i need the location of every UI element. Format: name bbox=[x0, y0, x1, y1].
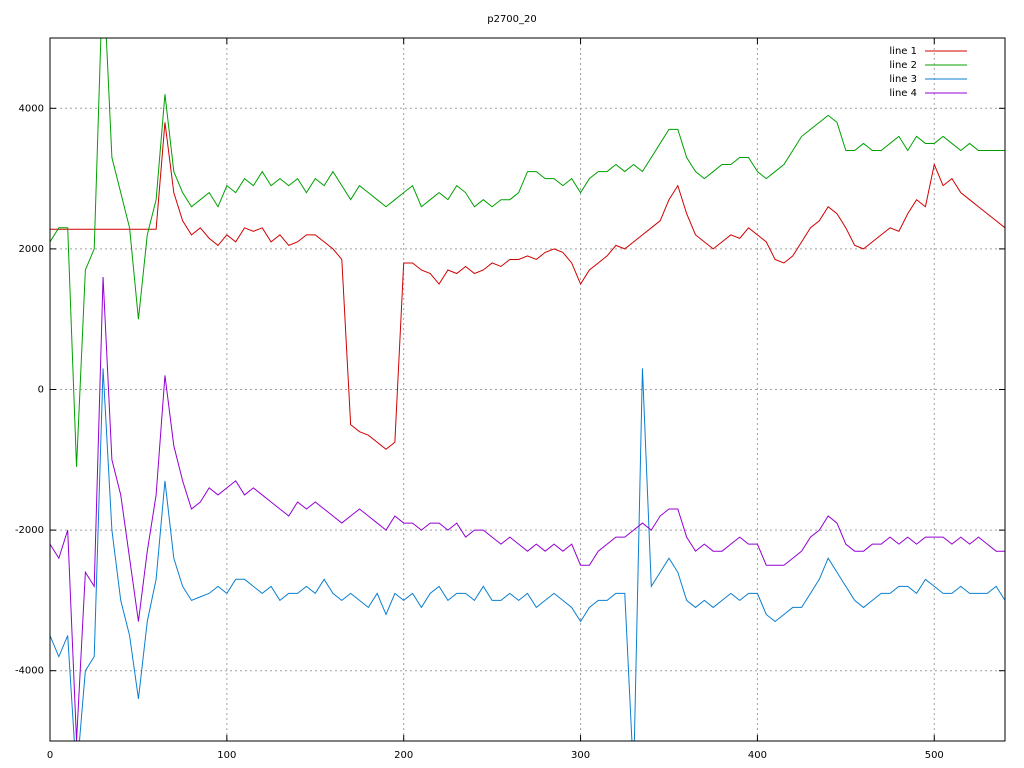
chart-title: p2700_20 bbox=[487, 14, 537, 25]
y-tick-label: 4000 bbox=[19, 103, 44, 114]
data-line bbox=[50, 122, 1005, 450]
y-tick-label: -2000 bbox=[15, 525, 44, 536]
legend-label: line 3 bbox=[889, 74, 917, 85]
x-tick-label: 400 bbox=[748, 750, 767, 761]
x-tick-label: 200 bbox=[394, 750, 413, 761]
x-tick-label: 0 bbox=[47, 750, 53, 761]
legend: line 1 line 2 line 3 line 4 bbox=[889, 46, 967, 99]
data-line bbox=[50, 276, 1005, 741]
x-tick-label: 500 bbox=[925, 750, 944, 761]
grid bbox=[49, 38, 1005, 741]
x-tick-label: 100 bbox=[217, 750, 236, 761]
legend-label: line 2 bbox=[889, 60, 917, 71]
plot-area bbox=[50, 38, 1005, 741]
data-line bbox=[50, 38, 1005, 467]
plot-frame bbox=[49, 37, 1006, 742]
legend-label: line 4 bbox=[889, 88, 917, 99]
y-tick-label: -4000 bbox=[15, 666, 44, 677]
y-tick-label: 2000 bbox=[19, 244, 44, 255]
data-line bbox=[50, 368, 1005, 741]
legend-label: line 1 bbox=[889, 46, 917, 57]
y-tick-label: 0 bbox=[38, 385, 44, 396]
x-tick-label: 300 bbox=[571, 750, 590, 761]
